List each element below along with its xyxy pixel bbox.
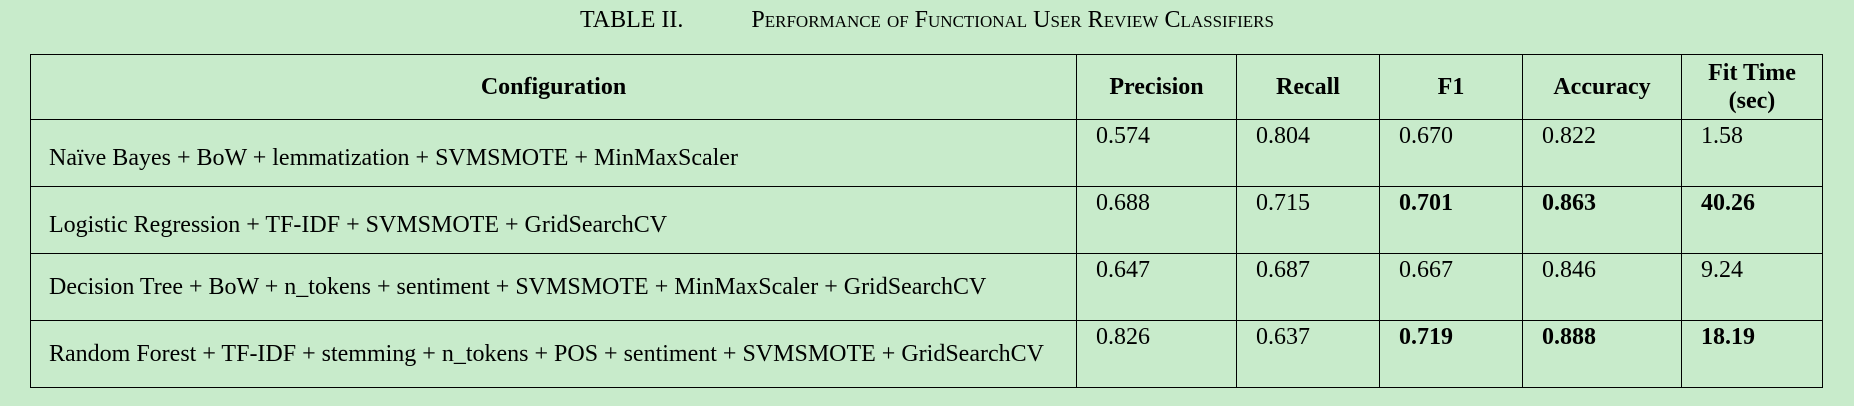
f1-cell: 0.701: [1379, 186, 1523, 254]
fit-time-cell: 9.24: [1681, 253, 1823, 321]
column-header-configuration: Configuration: [30, 54, 1077, 120]
fit-time-cell: 1.58: [1681, 119, 1823, 187]
f1-cell: 0.667: [1379, 253, 1523, 321]
header-row: Configuration Precision Recall F1 Accura…: [30, 54, 1823, 120]
recall-cell: 0.637: [1236, 320, 1380, 388]
table-row: Logistic Regression + TF-IDF + SVMSMOTE …: [30, 186, 1823, 254]
precision-cell: 0.688: [1076, 186, 1237, 254]
accuracy-cell: 0.846: [1522, 253, 1682, 321]
results-table: Configuration Precision Recall F1 Accura…: [30, 54, 1823, 388]
precision-cell: 0.574: [1076, 119, 1237, 187]
column-header-accuracy: Accuracy: [1522, 54, 1682, 120]
f1-cell: 0.670: [1379, 119, 1523, 187]
recall-cell: 0.804: [1236, 119, 1380, 187]
fit-time-cell: 40.26: [1681, 186, 1823, 254]
configuration-cell: Naïve Bayes + BoW + lemmatization + SVMS…: [30, 119, 1077, 187]
configuration-cell: Decision Tree + BoW + n_tokens + sentime…: [30, 253, 1077, 321]
fit-time-cell: 18.19: [1681, 320, 1823, 388]
table-caption: TABLE II. Performance of Functional User …: [0, 4, 1854, 36]
column-header-f1: F1: [1379, 54, 1523, 120]
accuracy-cell: 0.888: [1522, 320, 1682, 388]
precision-cell: 0.647: [1076, 253, 1237, 321]
f1-cell: 0.719: [1379, 320, 1523, 388]
column-header-precision: Precision: [1076, 54, 1237, 120]
configuration-cell: Random Forest + TF-IDF + stemming + n_to…: [30, 320, 1077, 388]
recall-cell: 0.687: [1236, 253, 1380, 321]
table-row: Random Forest + TF-IDF + stemming + n_to…: [30, 320, 1823, 388]
column-header-fit-time: Fit Time (sec): [1681, 54, 1823, 120]
configuration-cell: Logistic Regression + TF-IDF + SVMSMOTE …: [30, 186, 1077, 254]
table-title: Performance of Functional User Review Cl…: [751, 7, 1274, 33]
table-number: TABLE II.: [580, 7, 684, 33]
recall-cell: 0.715: [1236, 186, 1380, 254]
column-header-recall: Recall: [1236, 54, 1380, 120]
table-row: Naïve Bayes + BoW + lemmatization + SVMS…: [30, 119, 1823, 187]
accuracy-cell: 0.822: [1522, 119, 1682, 187]
table-row: Decision Tree + BoW + n_tokens + sentime…: [30, 253, 1823, 321]
precision-cell: 0.826: [1076, 320, 1237, 388]
accuracy-cell: 0.863: [1522, 186, 1682, 254]
